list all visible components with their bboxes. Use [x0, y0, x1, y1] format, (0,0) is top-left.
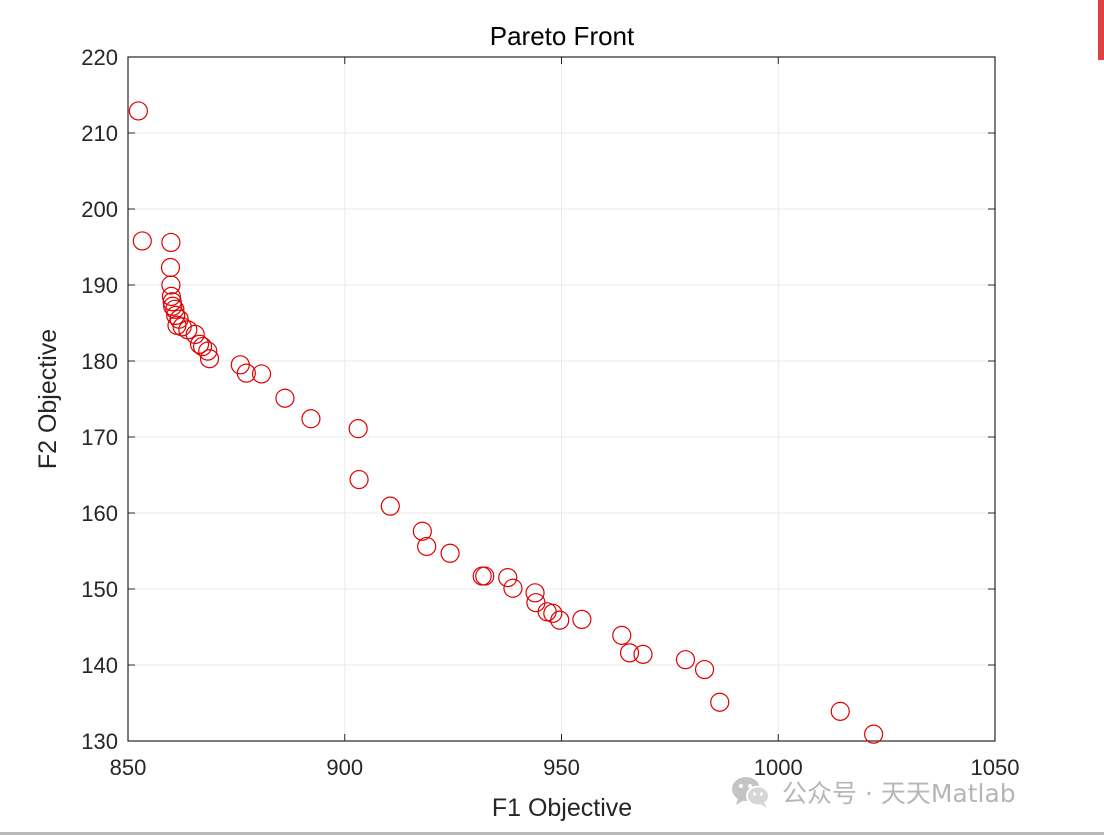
- y-tick-label: 130: [81, 729, 118, 754]
- x-tick-label: 1050: [971, 755, 1020, 780]
- watermark-text: 公众号 · 天天Matlab: [782, 779, 1016, 808]
- data-point: [380, 496, 400, 516]
- data-point: [694, 659, 715, 680]
- data-point: [161, 275, 181, 295]
- y-tick-label: 220: [81, 45, 118, 70]
- x-tick-labels: 850 900 950 1000 1050: [110, 755, 1020, 780]
- data-point: [572, 609, 592, 630]
- data-point: [864, 724, 884, 744]
- data-point: [633, 644, 653, 664]
- y-tick-label: 170: [81, 425, 118, 450]
- y-tick-label: 150: [81, 577, 118, 602]
- data-point: [417, 536, 437, 557]
- y-tick-label: 180: [81, 349, 118, 374]
- data-point: [543, 603, 563, 623]
- data-point: [185, 324, 205, 344]
- data-point: [236, 363, 256, 383]
- marker-layer: [128, 101, 884, 744]
- data-point: [275, 388, 295, 408]
- data-point: [349, 469, 369, 490]
- window-edge-marker: [1098, 0, 1104, 60]
- wechat-icon: [732, 777, 770, 808]
- data-point: [440, 543, 460, 563]
- data-point: [162, 292, 182, 312]
- y-tick-label: 160: [81, 501, 118, 526]
- data-point: [161, 232, 181, 253]
- data-point: [675, 650, 696, 670]
- data-point: [132, 231, 152, 251]
- data-point: [166, 305, 186, 325]
- chart-title: Pareto Front: [490, 21, 635, 51]
- data-point: [198, 341, 218, 361]
- data-point: [165, 299, 185, 319]
- y-axis-label: F2 Objective: [34, 329, 62, 469]
- data-point: [348, 419, 368, 439]
- data-point: [612, 625, 632, 645]
- data-point: [498, 567, 518, 588]
- data-point: [199, 349, 220, 369]
- data-point: [710, 692, 730, 712]
- x-tick-label: 900: [326, 755, 363, 780]
- data-point: [525, 583, 545, 603]
- y-tick-label: 140: [81, 653, 118, 678]
- y-tick-labels: 130 140 150 160 170 180 190 200 210 220: [81, 45, 118, 754]
- data-point: [192, 336, 213, 357]
- data-point: [128, 101, 149, 121]
- x-axis-label: F1 Objective: [492, 794, 632, 822]
- window-bottom-border: [0, 832, 1104, 835]
- data-point: [830, 701, 850, 721]
- x-tick-label: 950: [543, 755, 580, 780]
- data-point: [550, 610, 570, 630]
- y-tick-label: 200: [81, 197, 118, 222]
- data-point: [251, 364, 272, 384]
- data-point: [301, 409, 321, 429]
- axes-box: [127, 56, 996, 742]
- data-point: [412, 521, 432, 541]
- x-tick-label: 1000: [754, 755, 803, 780]
- y-tick-label: 190: [81, 273, 118, 298]
- data-point: [619, 643, 640, 663]
- y-tick-label: 210: [81, 121, 118, 146]
- data-point: [475, 566, 495, 586]
- x-tick-label: 850: [110, 755, 147, 780]
- data-point: [503, 578, 523, 598]
- data-point: [163, 296, 183, 316]
- watermark: 公众号 · 天天Matlab: [730, 770, 1016, 814]
- data-point: [161, 286, 181, 306]
